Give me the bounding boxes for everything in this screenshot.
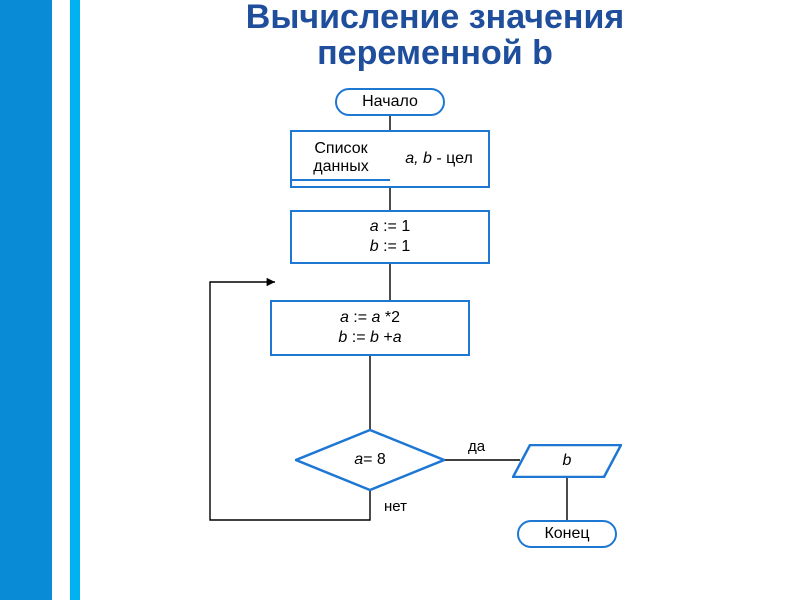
flow-decision-label: a = 8	[295, 429, 445, 491]
flow-datalist-body: a, b - цел	[390, 147, 488, 171]
edge-label-no: нет	[384, 498, 407, 515]
flow-init: a := 1 b := 1	[290, 210, 490, 264]
flow-start-label: Начало	[362, 93, 418, 111]
flow-loop-body: a := a *2 b := b +a	[270, 300, 470, 356]
flow-start: Начало	[335, 88, 445, 116]
flow-decision: a = 8	[295, 429, 445, 491]
flow-init-line2: b := 1	[370, 237, 410, 257]
flow-end-label: Конец	[544, 525, 589, 543]
edge-label-yes: да	[468, 438, 485, 455]
flow-datalist-header: Список данных	[292, 137, 390, 181]
flow-datalist: Список данных a, b - цел	[290, 130, 490, 188]
flow-end: Конец	[517, 520, 617, 548]
flowchart-canvas: Начало Список данных a, b - цел a := 1 b…	[0, 0, 800, 600]
flow-output-label: b	[512, 444, 622, 478]
flow-loop-line2: b := b +a	[338, 328, 401, 348]
flow-loop-line1: a := a *2	[340, 308, 400, 328]
flow-init-line1: a := 1	[370, 217, 410, 237]
flow-output: b	[512, 444, 622, 478]
